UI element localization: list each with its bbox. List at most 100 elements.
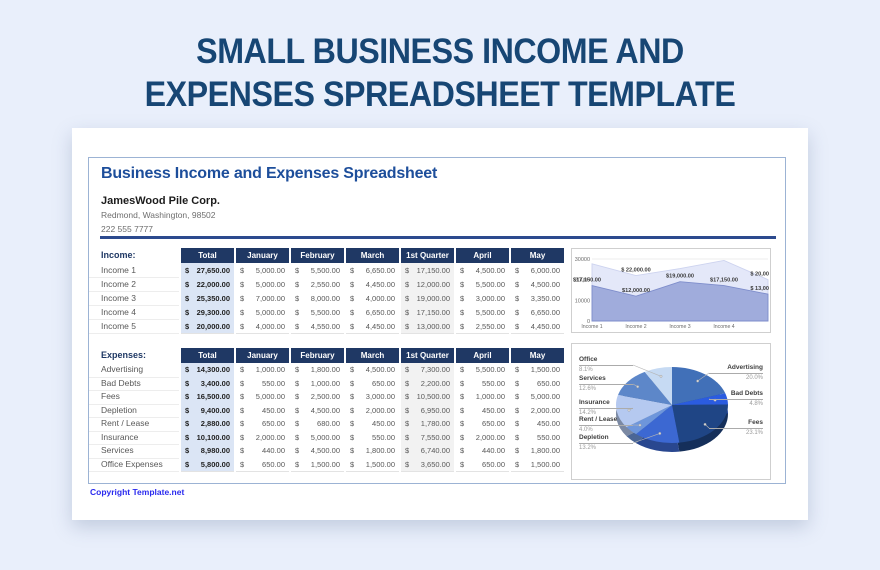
cell-value: 3,350.00 [530,293,560,303]
cell-value: 4,500.00 [530,279,560,289]
column-header: March [346,248,399,263]
divider [100,236,776,239]
table-cell: $550.00 [236,376,289,391]
currency-symbol: $ [240,321,245,331]
cell-value: 20,000.00 [196,321,230,331]
currency-symbol: $ [405,405,410,415]
column-header: January [236,248,289,263]
pie-label-name: Services [579,375,633,385]
pie-label-name: Office [579,356,633,366]
pie-label-percent: 4.0% [579,427,593,433]
table-cell: $5,000.00 [236,305,289,320]
pie-label-name: Advertising [709,364,763,374]
table-cell: $5,500.00 [291,263,344,278]
cell-value: 2,500.00 [310,392,340,402]
label-dot [638,423,642,427]
table-row: Income 5 $20,000.00 $4,000.00 $4,550.00 $4,4… [89,319,564,334]
label-leader-line [632,433,660,444]
pie-chart-svg [616,364,728,452]
company-address: Redmond, Washington, 98502 [101,210,216,220]
cell-value: 450.00 [262,405,285,415]
cell-value: 1,500.00 [310,459,340,469]
cell-value: 6,950.00 [420,405,450,415]
currency-symbol: $ [405,446,410,456]
table-cell: $650.00 [456,457,509,472]
cell-value: 5,500.00 [310,265,340,275]
row-label: Rent / Lease [89,417,179,432]
table-cell: $1,000.00 [456,390,509,405]
currency-symbol: $ [460,432,465,442]
data-label: $19,000.00 [666,274,694,280]
currency-symbol: $ [350,392,355,402]
table-header-row: Income: Total January February March 1st Quar… [89,248,564,263]
area-series [591,281,769,322]
table-cell: $12,000.00 [401,277,454,292]
expenses-pie-chart: Advertising 20.0% Bad Debts 4.8% Fees 23.1% De… [571,343,771,480]
pie-label-advertising: Advertising 20.0% [709,364,763,381]
cell-value: 450.00 [372,419,395,429]
cell-value: 6,650.00 [365,265,395,275]
row-label: Income 1 [89,263,179,278]
table-cell: $450.00 [456,403,509,418]
cell-value: 2,880.00 [200,419,230,429]
currency-symbol: $ [185,432,190,442]
table-cell: $4,500.00 [511,277,564,292]
cell-value: 5,500.00 [475,307,505,317]
cell-value: 450.00 [537,419,560,429]
table-cell: $1,800.00 [346,444,399,459]
expenses-table: Expenses: Total January February March 1st Qu… [89,348,564,472]
currency-symbol: $ [350,293,355,303]
cell-value: 7,550.00 [420,432,450,442]
cell-value: 650.00 [262,459,285,469]
currency-symbol: $ [295,405,300,415]
table-cell: $5,000.00 [236,277,289,292]
cell-value: 5,500.00 [475,365,505,375]
currency-symbol: $ [350,432,355,442]
cell-value: 2,000.00 [365,405,395,415]
row-label: Fees [89,390,179,405]
table-cell: $4,450.00 [511,319,564,334]
table-cell: $1,000.00 [291,376,344,391]
currency-symbol: $ [295,279,300,289]
table-cell: $650.00 [511,376,564,391]
cell-value: 9,400.00 [200,405,230,415]
row-label: Income 4 [89,305,179,320]
currency-symbol: $ [515,392,520,402]
cell-value: 7,000.00 [255,293,285,303]
y-tick-label: 0 [587,319,590,325]
cell-value: 2,000.00 [255,432,285,442]
cell-value: 10,100.00 [196,432,230,442]
table-cell: $2,550.00 [456,319,509,334]
column-header: April [456,248,509,263]
table-row: Depletion $9,400.00 $450.00 $4,500.00 $2,000… [89,403,564,418]
table-cell: $22,000.00 [181,277,234,292]
currency-symbol: $ [185,446,190,456]
currency-symbol: $ [295,265,300,275]
table-cell: $450.00 [511,417,564,432]
column-header: May [511,348,564,363]
cell-value: 650.00 [482,459,505,469]
table-cell: $4,000.00 [346,291,399,306]
currency-symbol: $ [295,446,300,456]
currency-symbol: $ [405,293,410,303]
cell-value: 17,150.00 [416,265,450,275]
pie-label-rent-lease: Rent / Lease 4.0% [579,416,633,433]
currency-symbol: $ [460,419,465,429]
table-cell: $2,880.00 [181,417,234,432]
table-cell: $7,550.00 [401,430,454,445]
currency-symbol: $ [515,321,520,331]
currency-symbol: $ [350,378,355,388]
table-row: Income 4 $29,300.00 $5,000.00 $5,500.00 $6,6… [89,305,564,320]
pie-label-name: Fees [709,419,763,429]
cell-value: 1,800.00 [530,446,560,456]
table-cell: $10,100.00 [181,430,234,445]
table-cell: $6,000.00 [511,263,564,278]
cell-value: 4,000.00 [255,321,285,331]
copyright-link[interactable]: Copyright Template.net [90,487,185,497]
table-row: Fees $16,500.00 $5,000.00 $2,500.00 $3,000.0… [89,390,564,405]
currency-symbol: $ [515,307,520,317]
pie-slice [672,393,728,405]
cell-value: 14,300.00 [196,365,230,375]
table-cell: $6,650.00 [346,305,399,320]
income-area-chart: 0 10000 20000 30000 Income 1 Income 2 Income 3… [571,248,771,333]
